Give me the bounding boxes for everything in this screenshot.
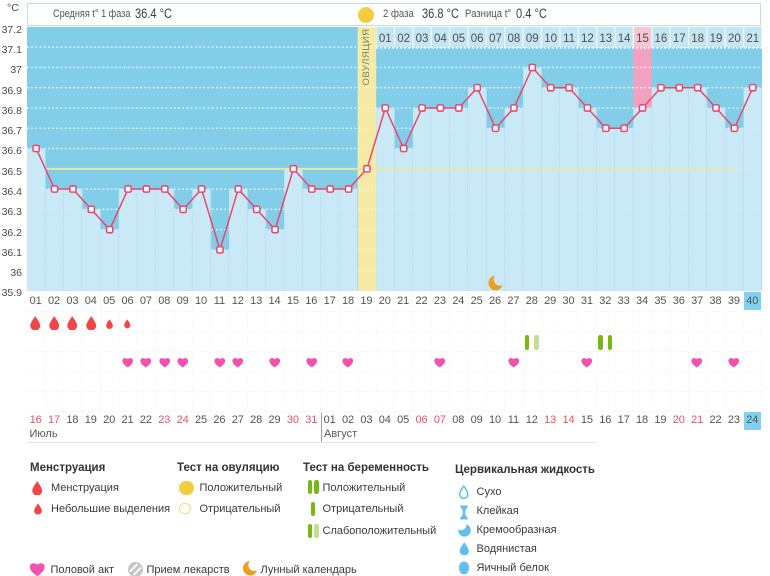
svg-text:20: 20 — [728, 33, 741, 45]
svg-text:21: 21 — [746, 33, 759, 45]
svg-text:15: 15 — [636, 33, 649, 45]
svg-text:12: 12 — [581, 33, 594, 45]
svg-text:10: 10 — [544, 33, 557, 45]
svg-text:16: 16 — [654, 33, 667, 45]
svg-text:02: 02 — [397, 33, 410, 45]
svg-text:17: 17 — [672, 33, 685, 45]
svg-text:06: 06 — [470, 33, 483, 45]
svg-text:14: 14 — [617, 33, 630, 45]
svg-text:19: 19 — [709, 33, 722, 45]
svg-text:11: 11 — [563, 33, 575, 45]
svg-text:03: 03 — [415, 33, 428, 45]
svg-text:01: 01 — [378, 33, 391, 45]
svg-text:13: 13 — [599, 33, 612, 45]
svg-text:09: 09 — [525, 33, 538, 45]
svg-text:04: 04 — [434, 33, 447, 45]
svg-text:07: 07 — [489, 33, 502, 45]
svg-text:05: 05 — [452, 33, 465, 45]
svg-text:18: 18 — [691, 33, 704, 45]
svg-text:08: 08 — [507, 33, 520, 45]
